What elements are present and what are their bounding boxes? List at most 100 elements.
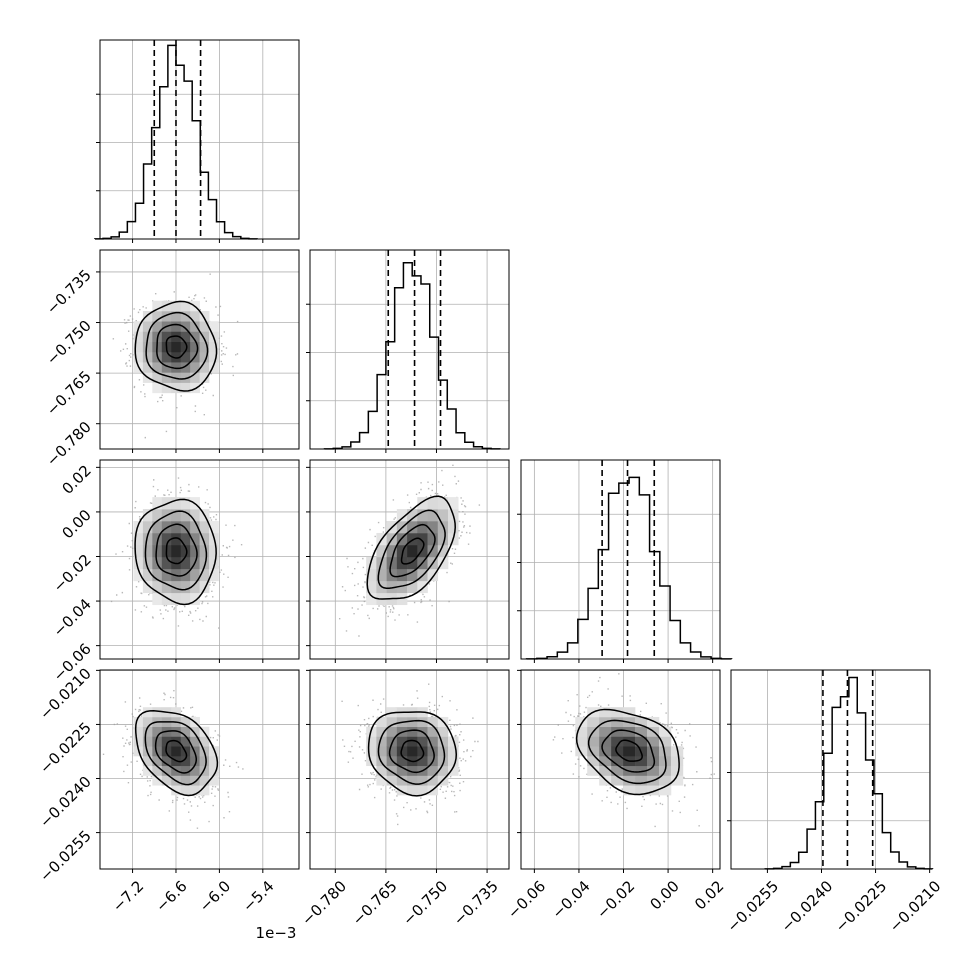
density-cell [647,716,660,728]
p-2-1-density [366,497,459,606]
density-cell [437,726,449,737]
density-cell [171,785,182,796]
density-cell [161,372,172,383]
p-3-0-contour-1 [154,730,198,774]
density-cell [437,509,449,522]
density-cell [427,509,439,522]
density-cell [180,785,191,796]
density-cell [161,765,172,776]
density-cell [171,497,182,510]
density-cell [611,775,624,786]
hist-2-steps [525,476,733,660]
density-cell [611,746,624,757]
hist-3-steps [764,676,934,870]
density-cell [396,532,408,546]
density-cell [133,544,144,558]
density-cell [417,497,428,510]
p-2-0-contour-3 [134,498,217,606]
density-cell [180,300,191,312]
density-cell [133,716,144,728]
density-cell [199,341,210,353]
panel-1-0 [96,249,300,453]
density-cell [386,716,398,728]
density-cell [366,755,377,767]
panel-3-1-frame [309,669,510,870]
p-2-0-contour-0 [165,537,188,565]
density-cell [417,544,428,558]
density-cell [180,775,191,786]
y-tick-label-2-3: 0.00 [58,506,94,542]
density-cell [658,785,672,796]
density-cell [161,331,172,342]
density-cell [152,310,163,322]
p-3-2-contour-1 [601,729,656,773]
density-cell [599,707,612,718]
x-tick-label-1-3: −0.735 [450,877,502,929]
density-cell [407,556,418,570]
density-cell [366,592,377,606]
density-cell [152,497,163,510]
density-cell [152,775,163,786]
density-cell [152,707,163,718]
density-cell [152,382,163,394]
density-cell [180,592,191,606]
density-cell [437,746,449,757]
panel-2-2 [517,459,733,663]
density-cell [635,775,648,786]
density-cell [670,765,684,776]
density-cell [180,736,191,747]
x-offset-label: 1e−3 [256,924,297,942]
density-cell [152,509,163,522]
density-cell [161,568,172,582]
density-cell [180,321,191,332]
density-cell [199,775,210,786]
density-cell [199,580,210,594]
density-cell [366,736,377,747]
density-cell [376,765,387,776]
density-cell [152,736,163,747]
density-cell [152,592,163,606]
density-cell [376,746,387,757]
density-cell [190,331,200,342]
density-cell [386,736,398,747]
y-tick-label-2-4: 0.02 [58,461,94,497]
density-cell [647,736,660,747]
x-tick-label-0-0: −7.2 [109,877,147,915]
density-cell [376,755,387,767]
x-tick-label-3-1: −0.0240 [778,877,837,936]
panel-0-0 [94,39,300,243]
panel-1-1 [306,249,510,453]
density-cell [448,755,459,767]
density-cell [190,372,200,383]
density-cell [190,592,200,606]
density-cell [427,544,439,558]
density-cell [647,755,660,767]
density-cell [133,331,144,342]
density-cell [407,775,418,786]
density-cell [396,509,408,522]
x-tick-label-2-3: 0.00 [647,877,683,913]
panel-1-0-frame [99,249,300,450]
density-cell [407,509,418,522]
density-cell [658,746,672,757]
y-tick-label-1-1: −0.765 [43,367,95,419]
density-cell [427,765,439,776]
p-3-2-contour-3 [575,708,680,796]
density-cell [396,775,408,786]
density-cell [190,544,200,558]
density-cell [190,362,200,373]
density-cell [161,532,172,546]
density-cell [142,568,153,582]
density-cell [407,568,418,582]
density-cell [152,726,163,737]
density-cell [209,775,219,786]
density-cell [407,544,418,558]
density-cell [366,580,377,594]
y-tick-label-1-3: −0.735 [43,266,95,318]
density-cell [133,726,144,737]
density-cell [386,775,398,786]
density-cell [142,321,153,332]
density-cell [587,716,600,728]
density-cell [448,765,459,776]
density-cell [133,568,144,582]
